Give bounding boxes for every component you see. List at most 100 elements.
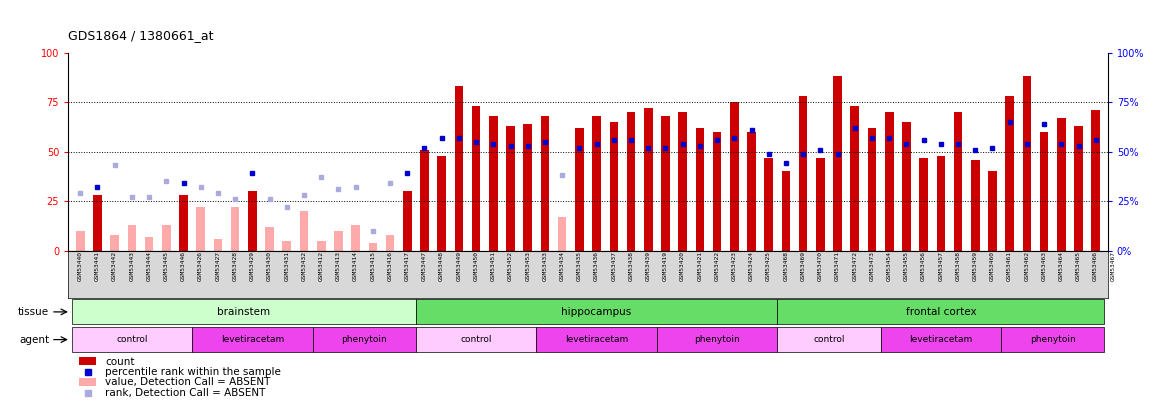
Text: GSM53439: GSM53439 [646,252,650,281]
Text: GSM53466: GSM53466 [1094,252,1098,281]
Text: GSM53444: GSM53444 [147,252,152,281]
Bar [416,327,536,352]
Text: GSM53456: GSM53456 [921,252,927,281]
Bar [730,102,739,251]
Bar [575,128,583,251]
Bar [313,327,416,352]
Text: GSM53433: GSM53433 [542,252,548,281]
Bar [455,86,463,251]
Bar [1001,327,1104,352]
Bar [162,225,171,251]
Text: GSM53467: GSM53467 [1110,252,1116,281]
Bar [1040,132,1049,251]
Bar [489,116,497,251]
Bar [1005,96,1014,251]
Bar [179,195,188,251]
Bar [282,241,292,251]
Text: GSM53457: GSM53457 [938,252,943,281]
Text: GSM53473: GSM53473 [869,252,875,281]
Text: GSM53416: GSM53416 [388,252,393,281]
Text: brainstem: brainstem [218,307,270,317]
Bar [627,112,635,251]
Text: GSM53426: GSM53426 [199,252,203,281]
Text: GSM53424: GSM53424 [749,252,754,281]
Text: GSM53455: GSM53455 [904,252,909,281]
Bar [713,132,721,251]
Text: GSM53452: GSM53452 [508,252,513,281]
Bar [777,299,1104,324]
Text: GSM53448: GSM53448 [439,252,445,281]
Text: GSM53430: GSM53430 [267,252,272,281]
Text: GSM53425: GSM53425 [767,252,771,281]
Bar [368,243,377,251]
Text: GSM53440: GSM53440 [78,252,82,281]
Text: phenytoin: phenytoin [1030,335,1076,344]
Text: GSM53442: GSM53442 [112,252,118,281]
Bar [557,217,567,251]
Bar [644,108,653,251]
Text: phenytoin: phenytoin [341,335,387,344]
Text: percentile rank within the sample: percentile rank within the sample [106,367,281,377]
Text: GSM53436: GSM53436 [594,252,599,281]
Bar [111,235,119,251]
Text: GSM53438: GSM53438 [628,252,634,281]
Bar [764,158,773,251]
Text: agent: agent [19,335,49,345]
Bar [747,132,756,251]
Text: GSM53437: GSM53437 [612,252,616,281]
Text: GSM53460: GSM53460 [990,252,995,281]
Text: GSM53417: GSM53417 [405,252,409,281]
Bar [523,124,532,251]
Bar [79,357,95,365]
Bar [884,112,894,251]
Bar [834,77,842,251]
Bar [93,195,102,251]
Bar [472,106,481,251]
Bar [403,191,412,251]
Text: GSM53419: GSM53419 [663,252,668,281]
Text: GDS1864 / 1380661_at: GDS1864 / 1380661_at [68,30,214,43]
Text: GSM53421: GSM53421 [697,252,702,281]
Text: GSM53414: GSM53414 [353,252,359,281]
Bar [76,231,85,251]
Bar [1057,118,1065,251]
Bar [850,106,860,251]
Bar [988,171,997,251]
Bar [230,207,240,251]
Text: GSM53450: GSM53450 [474,252,479,281]
Text: GSM53454: GSM53454 [887,252,891,281]
Bar [541,116,549,251]
Text: levetiracetam: levetiracetam [909,335,973,344]
Text: GSM53431: GSM53431 [285,252,289,281]
Text: GSM53472: GSM53472 [853,252,857,281]
Bar [192,327,313,352]
Bar [536,327,657,352]
Bar [971,160,980,251]
Text: hippocampus: hippocampus [561,307,632,317]
Bar [300,211,308,251]
Bar [695,128,704,251]
Text: GSM53434: GSM53434 [560,252,564,281]
Text: value, Detection Call = ABSENT: value, Detection Call = ABSENT [106,377,270,388]
Text: GSM53441: GSM53441 [95,252,100,281]
Text: GSM53432: GSM53432 [301,252,307,281]
Text: GSM53420: GSM53420 [680,252,686,281]
Bar [1091,110,1100,251]
Bar [920,158,928,251]
Text: GSM53445: GSM53445 [163,252,169,281]
Bar [334,231,342,251]
Bar [661,116,670,251]
Text: GSM53415: GSM53415 [370,252,375,281]
Bar [437,156,446,251]
Bar [593,116,601,251]
Bar [1074,126,1083,251]
Text: levetiracetam: levetiracetam [564,335,628,344]
Text: GSM53458: GSM53458 [956,252,961,281]
Bar [1023,77,1031,251]
Text: GSM53447: GSM53447 [422,252,427,281]
Text: GSM53470: GSM53470 [817,252,823,281]
Bar [902,122,910,251]
Text: count: count [106,356,135,367]
Bar [72,327,192,352]
Bar [782,171,790,251]
